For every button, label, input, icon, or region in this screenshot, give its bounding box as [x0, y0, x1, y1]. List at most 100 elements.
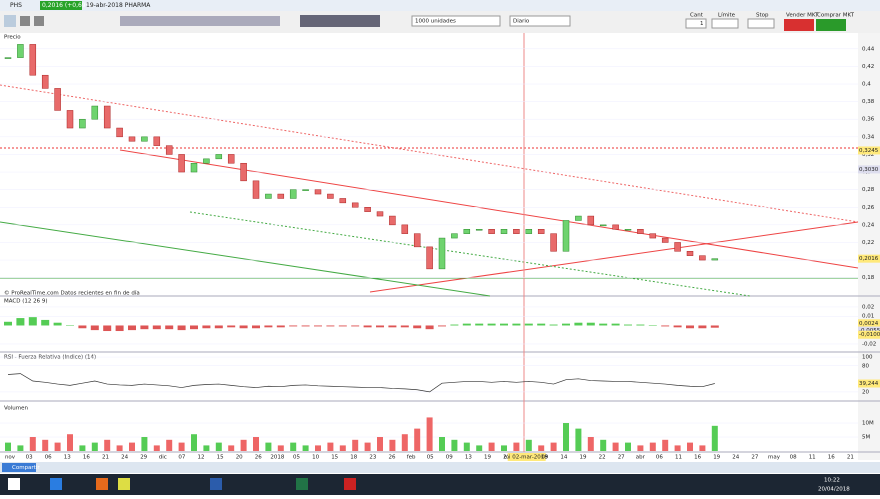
- volume-bar: [79, 445, 86, 451]
- y-tick-label: 0,38: [862, 99, 875, 105]
- macd-bar: [462, 323, 471, 326]
- candle: [54, 88, 61, 111]
- x-tick-label: feb: [407, 455, 416, 461]
- macd-bar: [289, 325, 298, 327]
- macd-bar: [214, 325, 223, 329]
- y-tick-label: 0,32: [862, 152, 874, 158]
- y-tick-label: 80: [862, 363, 869, 369]
- candle: [277, 193, 285, 199]
- volume-bar: [575, 428, 582, 451]
- app[interactable]: [210, 478, 222, 490]
- period-box[interactable]: [509, 15, 571, 27]
- macd-bar: [400, 325, 409, 328]
- candle: [29, 44, 37, 76]
- volume-bar: [587, 437, 594, 451]
- qty-box[interactable]: [685, 18, 707, 29]
- x-tick-label: 03: [26, 455, 33, 461]
- volume-bar: [501, 445, 507, 451]
- x-tick-label: 05: [293, 455, 300, 461]
- x-tick-label: 09: [446, 455, 453, 461]
- app[interactable]: [50, 478, 62, 490]
- tool[interactable]: [4, 15, 16, 27]
- volume-bar: [687, 442, 693, 451]
- volume-bar: [538, 445, 545, 451]
- app[interactable]: [96, 478, 108, 490]
- panel-borders: [0, 295, 880, 453]
- candle: [674, 242, 681, 252]
- app[interactable]: [118, 478, 130, 490]
- volume-bar: [141, 437, 148, 451]
- macd-bar: [227, 325, 236, 328]
- y-tick-label: 0,18: [862, 275, 875, 281]
- rsi-title: RSI - Fuerza Relativa (Indice) (14): [4, 355, 96, 361]
- y-tick-label: 0,24: [862, 222, 875, 228]
- color-palette[interactable]: [300, 15, 380, 27]
- volume-bar: [414, 428, 421, 451]
- volume-bar: [203, 445, 210, 451]
- macd-bar: [276, 325, 285, 328]
- x-tick-label: mi 02-mar-2018: [504, 455, 549, 461]
- tool[interactable]: [20, 16, 30, 26]
- start[interactable]: [8, 478, 20, 490]
- candle: [649, 233, 657, 239]
- share-button[interactable]: [2, 463, 36, 472]
- rsi-line: [7, 373, 715, 393]
- volume-bar: [674, 445, 681, 451]
- macd-bar: [140, 325, 149, 330]
- y-tick-label: -0,02: [862, 341, 876, 347]
- buy-button[interactable]: [816, 19, 846, 31]
- volume-bar: [662, 439, 669, 451]
- price-marker-label: 0,3030: [859, 167, 879, 173]
- sell-label: Vender MKT: [786, 13, 819, 19]
- macd-bar: [66, 325, 74, 326]
- y-tick-label: 100: [862, 355, 873, 361]
- candle: [4, 57, 12, 59]
- candle: [178, 154, 185, 173]
- volume-bar: [67, 434, 73, 451]
- candle: [686, 251, 694, 256]
- limit-box[interactable]: [711, 18, 739, 29]
- drawing-tools[interactable]: [120, 16, 280, 26]
- candle: [190, 162, 198, 173]
- x-tick-label: 11: [675, 455, 682, 461]
- macd-bar: [475, 323, 484, 326]
- quantity-box[interactable]: [411, 15, 501, 27]
- macd-bar: [413, 325, 422, 329]
- candle: [339, 198, 347, 204]
- volume-bar: [339, 445, 346, 451]
- macd-bar: [190, 325, 198, 330]
- candle: [103, 105, 111, 129]
- volume-bar: [290, 442, 297, 451]
- candle: [587, 215, 595, 226]
- volume-bar: [129, 442, 135, 451]
- x-tick-label: 15: [331, 455, 338, 461]
- macd-bar: [363, 325, 372, 328]
- y-tick-label: 0,42: [862, 64, 874, 70]
- volume-bar: [265, 442, 272, 451]
- volume-bar: [649, 442, 656, 451]
- volume-bar: [240, 439, 247, 451]
- y-tick-label: 0,01: [862, 314, 874, 320]
- candle: [401, 224, 409, 234]
- x-tick-label: 09: [541, 455, 548, 461]
- y-tick-label: 0,36: [862, 117, 875, 123]
- price-marker: [858, 319, 880, 328]
- qty-label: Cant: [690, 13, 704, 19]
- x-tick-label: 29: [140, 455, 147, 461]
- y-tick-label: 10M: [862, 421, 874, 427]
- candle: [227, 154, 235, 164]
- macd-bar: [537, 323, 546, 326]
- price-marker-label: 0,2016: [859, 256, 879, 262]
- tool[interactable]: [34, 16, 44, 26]
- share-label: Compartir: [12, 465, 40, 471]
- stop-box[interactable]: [747, 18, 775, 29]
- sell-button[interactable]: [784, 19, 814, 31]
- volume-bar: [166, 439, 173, 451]
- macd-bar: [661, 325, 670, 327]
- candle: [488, 229, 495, 234]
- volume-bar: [54, 442, 61, 451]
- app[interactable]: [344, 478, 356, 490]
- app[interactable]: [296, 478, 308, 490]
- quote-date: 19-abr-2018 PHARMA: [86, 2, 151, 9]
- candle: [351, 202, 359, 208]
